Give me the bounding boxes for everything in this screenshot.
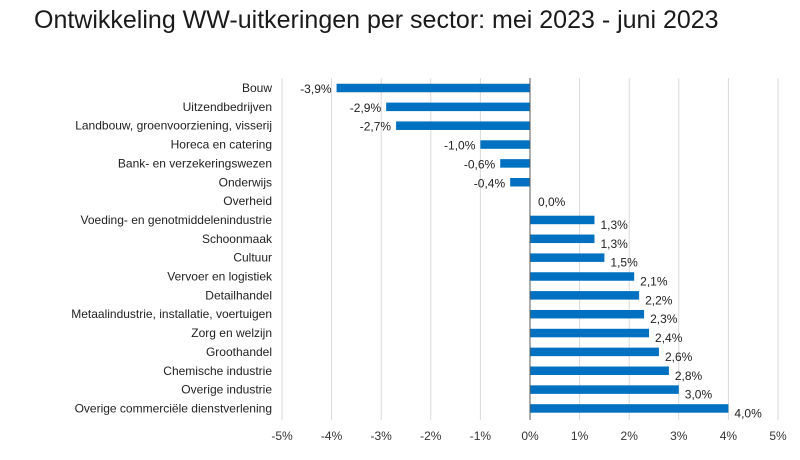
category-label: Bouw bbox=[242, 81, 272, 95]
value-label: 4,0% bbox=[734, 406, 762, 420]
value-label: 0,0% bbox=[538, 195, 566, 209]
value-label: -2,9% bbox=[350, 101, 382, 115]
category-label: Overheid bbox=[223, 194, 272, 208]
x-tick-label: 0% bbox=[521, 429, 539, 443]
x-tick-label: 3% bbox=[670, 429, 688, 443]
bar bbox=[530, 366, 669, 375]
x-axis-ticks: -5% -4% -3% -2% -1% 0% 1% 2% 3% 4% 5% bbox=[271, 429, 787, 443]
value-label: 1,3% bbox=[600, 218, 628, 232]
value-label: 2,8% bbox=[675, 369, 703, 383]
x-tick-label: 1% bbox=[571, 429, 589, 443]
category-label: Zorg en welzijn bbox=[191, 326, 272, 340]
bar bbox=[530, 272, 635, 281]
category-label: Voeding- en genotmiddelenindustrie bbox=[81, 213, 273, 227]
category-label: Overige industrie bbox=[181, 383, 272, 397]
value-label: 2,6% bbox=[665, 350, 693, 364]
category-label: Uitzendbedrijven bbox=[183, 100, 272, 114]
value-label: -2,7% bbox=[360, 120, 392, 134]
value-label: -0,6% bbox=[464, 157, 496, 171]
value-label: -3,9% bbox=[300, 82, 332, 96]
bars bbox=[336, 83, 729, 413]
category-label: Groothandel bbox=[206, 345, 272, 359]
chart-title: Ontwikkeling WW-uitkeringen per sector: … bbox=[34, 6, 719, 34]
bar bbox=[500, 159, 530, 168]
value-label: 2,1% bbox=[640, 275, 668, 289]
bar bbox=[396, 121, 530, 130]
value-label: -1,0% bbox=[444, 139, 476, 153]
bar bbox=[530, 404, 729, 413]
bar bbox=[530, 385, 679, 394]
bar bbox=[530, 253, 605, 262]
bar bbox=[336, 83, 530, 93]
category-label: Overige commerciële dienstverlening bbox=[75, 401, 272, 415]
category-label: Vervoer en logistiek bbox=[167, 270, 273, 284]
value-label: 2,3% bbox=[650, 312, 678, 326]
category-label: Landbouw, groenvoorziening, visserij bbox=[75, 119, 272, 133]
x-tick-label: -2% bbox=[420, 429, 442, 443]
x-tick-label: -1% bbox=[470, 429, 492, 443]
bar bbox=[530, 347, 659, 357]
bar bbox=[530, 291, 640, 300]
x-tick-label: -3% bbox=[371, 429, 393, 443]
category-label: Onderwijs bbox=[219, 175, 272, 189]
x-tick-label: -4% bbox=[321, 429, 343, 443]
bar bbox=[530, 234, 595, 244]
value-label: -0,4% bbox=[474, 176, 506, 190]
category-label: Cultuur bbox=[233, 251, 272, 265]
category-label: Chemische industrie bbox=[163, 364, 272, 378]
x-tick-label: 2% bbox=[621, 429, 639, 443]
value-labels: -3,9% -2,9% -2,7% -1,0% -0,6% -0,4% 0,0% 1,3% 1,… bbox=[300, 82, 762, 420]
x-tick-label: 5% bbox=[769, 429, 787, 443]
category-label: Bank- en verzekeringswezen bbox=[118, 156, 272, 170]
category-label: Detailhandel bbox=[205, 288, 272, 302]
bar bbox=[386, 102, 530, 112]
value-label: 1,3% bbox=[600, 237, 628, 251]
category-label: Horeca en catering bbox=[171, 138, 272, 152]
bar bbox=[480, 140, 530, 149]
category-label: Metaalindustrie, installatie, voertuigen bbox=[71, 307, 272, 321]
gridlines bbox=[281, 78, 779, 420]
bar bbox=[510, 178, 530, 187]
bar bbox=[530, 309, 645, 319]
bar bbox=[530, 328, 650, 338]
value-label: 1,5% bbox=[610, 256, 638, 270]
category-labels: Bouw Uitzendbedrijven Landbouw, groenvoorz… bbox=[71, 81, 273, 415]
bar bbox=[530, 215, 595, 225]
value-label: 2,2% bbox=[645, 293, 673, 307]
x-tick-label: -5% bbox=[271, 429, 293, 443]
category-label: Schoonmaak bbox=[202, 232, 273, 246]
x-tick-label: 4% bbox=[720, 429, 738, 443]
value-label: 2,4% bbox=[655, 331, 683, 345]
value-label: 3,0% bbox=[685, 388, 713, 402]
